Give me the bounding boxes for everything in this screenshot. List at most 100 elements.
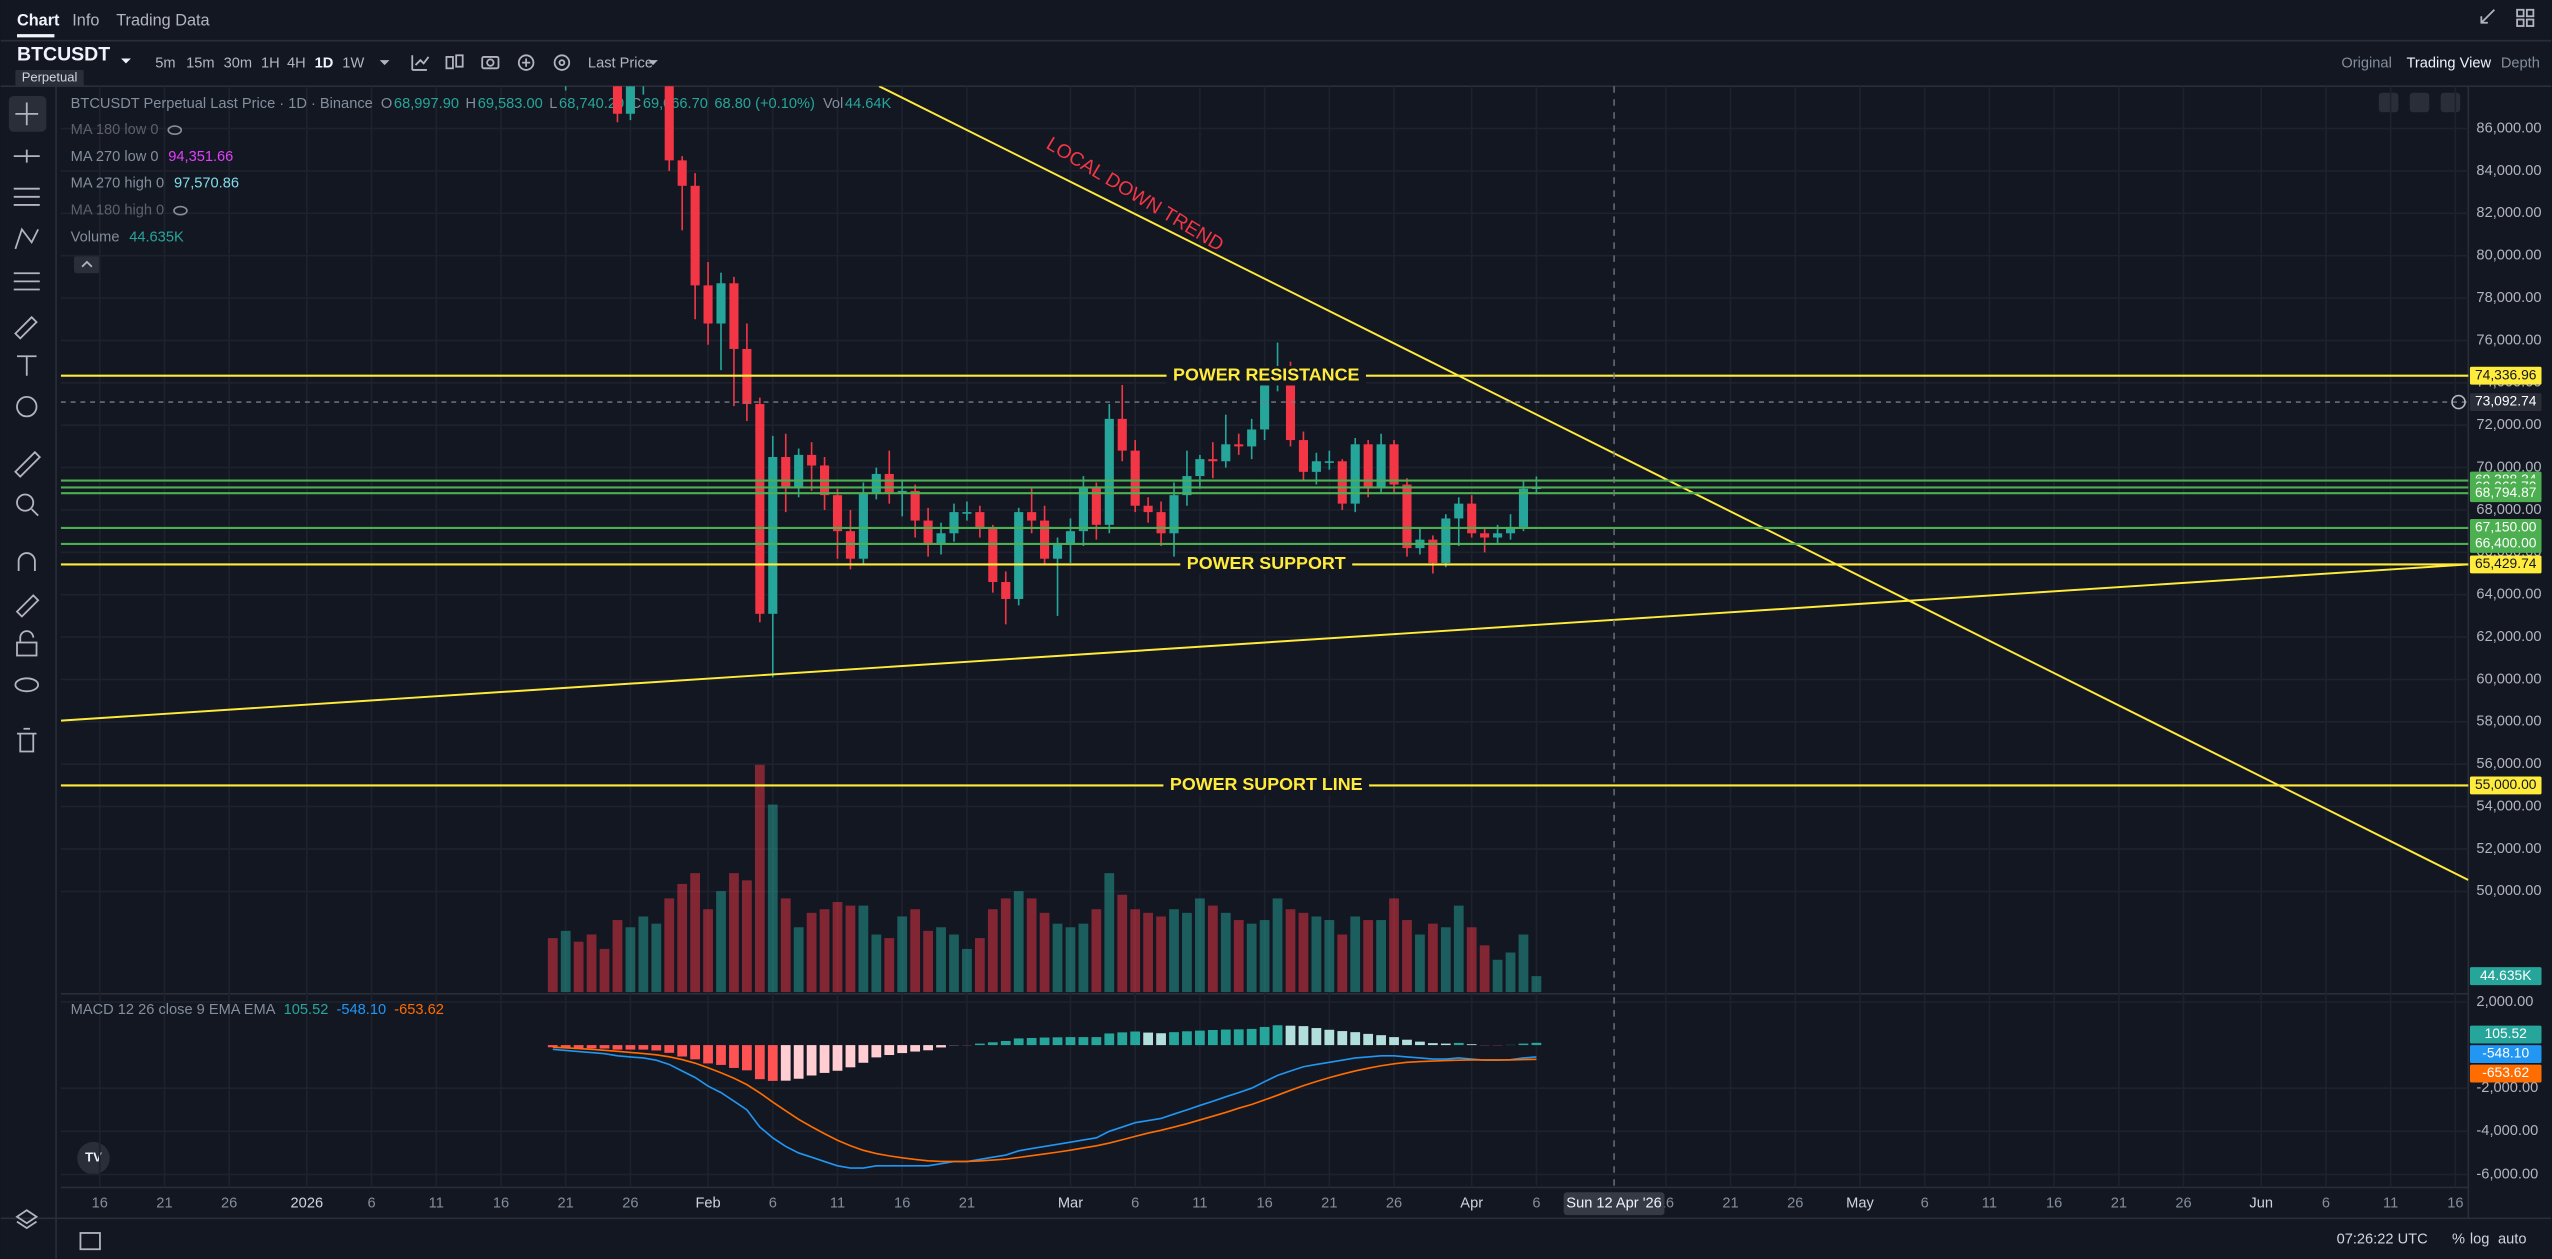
volume-bar bbox=[560, 930, 571, 993]
x-tick-label: 21 bbox=[1722, 1196, 1738, 1212]
candle-icon[interactable] bbox=[445, 56, 454, 70]
magnet-tool[interactable] bbox=[17, 552, 36, 571]
hidden-eye-icon[interactable] bbox=[167, 125, 183, 136]
view-tab[interactable]: Original bbox=[2341, 55, 2391, 71]
zoom-tool[interactable] bbox=[31, 508, 39, 517]
view-tab[interactable]: Depth bbox=[2501, 55, 2540, 71]
interval[interactable]: 30m bbox=[224, 55, 252, 71]
draw-mode-tool[interactable] bbox=[15, 594, 40, 618]
volume-bar bbox=[1350, 916, 1361, 993]
y-tick-label: 84,000.00 bbox=[2476, 163, 2541, 179]
ruler-tool[interactable] bbox=[14, 450, 42, 478]
calendar-icon[interactable] bbox=[79, 1232, 101, 1251]
interval[interactable]: 15m bbox=[186, 55, 214, 71]
channel-tool[interactable] bbox=[13, 187, 40, 206]
price-source-dropdown[interactable] bbox=[648, 60, 658, 66]
candle-body bbox=[975, 512, 985, 530]
grid-icon[interactable] bbox=[2525, 18, 2535, 27]
grid-icon[interactable] bbox=[2516, 18, 2525, 27]
candle-body bbox=[1454, 503, 1464, 519]
collapse-icon[interactable] bbox=[2480, 9, 2495, 24]
camera-icon[interactable] bbox=[481, 56, 500, 70]
trend-line[interactable] bbox=[60, 563, 2469, 722]
collapse-legend-icon[interactable] bbox=[81, 260, 93, 268]
pane-button[interactable] bbox=[2378, 92, 2399, 113]
y-tick-label: 80,000.00 bbox=[2476, 248, 2541, 264]
x-tick-label: 16 bbox=[493, 1196, 509, 1212]
symbol-dropdown[interactable] bbox=[121, 58, 131, 64]
macd-histogram-bar bbox=[599, 1045, 610, 1049]
interval-dropdown[interactable] bbox=[379, 60, 390, 66]
top-tab[interactable]: Trading Data bbox=[116, 11, 210, 29]
view-tab[interactable]: Trading View bbox=[2406, 55, 2491, 71]
layers-icon[interactable] bbox=[15, 1209, 39, 1230]
add-alert-icon[interactable] bbox=[2451, 394, 2466, 410]
tv-logo-mark: TV bbox=[85, 1150, 102, 1165]
line-tool[interactable] bbox=[13, 149, 40, 163]
lock-tool[interactable] bbox=[16, 641, 38, 657]
interval[interactable]: 1D bbox=[315, 55, 334, 71]
indicator-icon[interactable] bbox=[411, 55, 430, 71]
delete-tool[interactable] bbox=[16, 727, 37, 753]
level-text-bg bbox=[1163, 775, 1370, 796]
macd-histogram-bar bbox=[780, 1045, 791, 1081]
pattern-tool[interactable] bbox=[14, 227, 39, 250]
volume-bar bbox=[1505, 952, 1516, 993]
candle-icon[interactable] bbox=[455, 54, 464, 68]
volume-bar bbox=[897, 916, 908, 993]
macd-histogram-bar bbox=[703, 1045, 713, 1064]
top-tab[interactable]: Info bbox=[72, 11, 99, 29]
emoji-tool[interactable] bbox=[16, 395, 38, 418]
window-icons[interactable] bbox=[2480, 8, 2535, 27]
settings-icon[interactable] bbox=[558, 59, 566, 66]
price-source[interactable]: Last Price bbox=[588, 55, 653, 71]
settings-icon[interactable] bbox=[553, 54, 571, 71]
interval[interactable]: 5m bbox=[155, 55, 175, 71]
lock-tool[interactable] bbox=[19, 630, 35, 643]
macd-histogram-bar bbox=[625, 1045, 636, 1050]
crosshair-tool[interactable] bbox=[15, 102, 39, 126]
grid-icon[interactable] bbox=[2516, 8, 2525, 18]
hidden-eye-icon[interactable] bbox=[173, 205, 188, 216]
trend-line[interactable] bbox=[878, 86, 2469, 881]
grid-icon[interactable] bbox=[2525, 8, 2535, 18]
interval-bar: 5m 15m 30m 1H 4H 1D 1W bbox=[155, 55, 364, 71]
pane-button[interactable] bbox=[2409, 92, 2430, 113]
add-icon[interactable] bbox=[522, 58, 531, 67]
volume-bar bbox=[1440, 927, 1451, 993]
candle-body bbox=[845, 531, 855, 559]
x-tick-label: 16 bbox=[2046, 1196, 2062, 1212]
volume-bar bbox=[987, 909, 998, 993]
x-tick-label: 6 bbox=[1131, 1196, 1139, 1212]
scale-option[interactable]: % bbox=[2452, 1231, 2465, 1247]
macd-histogram-bar bbox=[871, 1045, 882, 1058]
brush-tool[interactable] bbox=[14, 315, 38, 340]
legend-key: Vol bbox=[823, 96, 843, 112]
fib-tool[interactable] bbox=[13, 272, 40, 291]
macd-histogram-bar bbox=[1220, 1029, 1231, 1046]
top-tab[interactable]: Chart bbox=[17, 11, 60, 29]
text-tool[interactable] bbox=[16, 355, 37, 376]
zoom-tool[interactable] bbox=[16, 493, 35, 512]
scale-option[interactable]: auto bbox=[2498, 1231, 2526, 1247]
candle-body bbox=[1104, 418, 1114, 525]
volume-bar bbox=[703, 909, 713, 993]
pane-button[interactable] bbox=[2440, 92, 2461, 113]
interval[interactable]: 1H bbox=[261, 55, 280, 71]
candle-body bbox=[1001, 582, 1011, 599]
candle-body bbox=[703, 285, 713, 324]
scale-option[interactable]: log bbox=[2470, 1231, 2490, 1247]
macd-histogram-bar bbox=[1091, 1037, 1102, 1046]
price-label: 73,092.74 bbox=[2475, 393, 2537, 409]
camera-icon[interactable] bbox=[486, 58, 495, 67]
x-tick-label: 11 bbox=[830, 1196, 845, 1212]
interval[interactable]: 4H bbox=[287, 55, 306, 71]
symbol[interactable]: BTCUSDT bbox=[17, 43, 110, 65]
x-tick-label: May bbox=[1846, 1196, 1874, 1212]
interval[interactable]: 1W bbox=[342, 55, 364, 71]
visibility-tool[interactable] bbox=[14, 677, 40, 693]
price-label: 65,429.74 bbox=[2475, 555, 2537, 571]
add-icon[interactable] bbox=[517, 54, 535, 71]
tv-logo[interactable] bbox=[77, 1141, 110, 1175]
collapse-legend-button[interactable] bbox=[73, 255, 100, 274]
